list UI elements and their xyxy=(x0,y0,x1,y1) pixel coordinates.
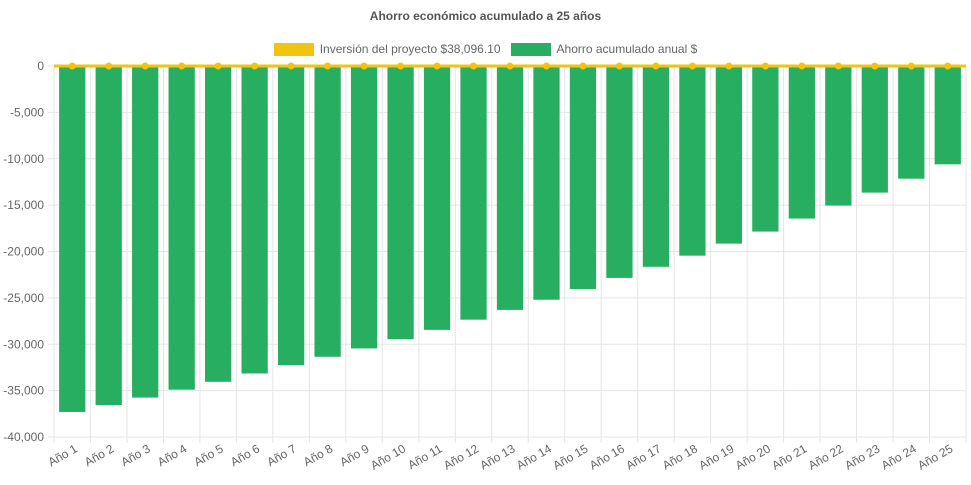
investment-point-8 xyxy=(324,62,332,70)
investment-point-9 xyxy=(360,62,368,70)
legend-swatch-savings xyxy=(510,42,551,56)
x-tick-label: Año 22 xyxy=(806,441,846,472)
x-tick-label: Año 19 xyxy=(696,441,736,472)
investment-point-20 xyxy=(761,62,769,70)
y-tick-label: -25,000 xyxy=(3,291,44,305)
bar-21 xyxy=(788,66,815,219)
bar-7 xyxy=(277,66,305,366)
y-tick-label: -35,000 xyxy=(3,384,44,398)
investment-point-18 xyxy=(688,62,696,70)
y-tick-label: 0 xyxy=(37,59,44,73)
bar-9 xyxy=(350,66,378,349)
legend-swatch-investment xyxy=(273,42,314,56)
y-tick-label: -40,000 xyxy=(3,430,44,444)
x-tick-label: Año 15 xyxy=(551,441,591,472)
investment-point-3 xyxy=(141,62,149,70)
investment-point-17 xyxy=(652,62,660,70)
chart-title: Ahorro económico acumulado a 25 años xyxy=(369,9,602,23)
legend-label-savings: Ahorro acumulado anual $ xyxy=(556,42,698,56)
x-tick-label: Año 1 xyxy=(46,441,80,469)
y-tick-label: -15,000 xyxy=(3,198,44,212)
bar-22 xyxy=(825,66,852,206)
investment-point-7 xyxy=(287,62,295,70)
x-tick-label: Año 12 xyxy=(441,441,481,472)
x-tick-label: Año 11 xyxy=(405,441,444,472)
investment-point-1 xyxy=(68,62,76,70)
bar-14 xyxy=(533,66,560,300)
bar-5 xyxy=(205,66,232,382)
y-tick-label: -20,000 xyxy=(3,245,44,259)
bar-24 xyxy=(898,66,925,179)
investment-point-11 xyxy=(433,62,441,70)
bar-15 xyxy=(569,66,597,290)
bar-11 xyxy=(423,66,451,330)
x-tick-label: Año 21 xyxy=(769,441,809,472)
investment-point-24 xyxy=(907,62,915,70)
bar-10 xyxy=(387,66,414,340)
bar-1 xyxy=(59,66,86,412)
investment-point-14 xyxy=(542,62,550,70)
x-tick-label: Año 10 xyxy=(368,441,408,472)
x-tick-label: Año 23 xyxy=(842,441,882,472)
x-tick-label: Año 16 xyxy=(587,441,627,472)
x-tick-label: Año 20 xyxy=(733,441,773,472)
x-tick-label: Año 25 xyxy=(915,441,955,472)
bar-20 xyxy=(752,66,779,232)
x-tick-label: Año 9 xyxy=(337,441,371,469)
investment-point-19 xyxy=(725,62,733,70)
legend-item-savings[interactable]: Ahorro acumulado anual $ xyxy=(510,42,698,56)
investment-point-6 xyxy=(251,62,259,70)
bar-19 xyxy=(715,66,743,244)
bar-18 xyxy=(679,66,706,256)
x-tick-label: Año 2 xyxy=(82,441,116,469)
y-tick-label: -30,000 xyxy=(3,337,44,351)
x-tick-label: Año 24 xyxy=(879,441,919,472)
investment-point-21 xyxy=(798,62,806,70)
legend-item-investment[interactable]: Inversión del proyecto $38,096.10 xyxy=(273,42,501,56)
x-tick-label: Año 4 xyxy=(155,441,189,469)
x-tick-label: Año 3 xyxy=(119,441,153,469)
x-tick-label: Año 13 xyxy=(478,441,518,472)
x-tick-label: Año 18 xyxy=(660,441,700,472)
x-tick-label: Año 17 xyxy=(623,441,663,472)
x-tick-label: Año 8 xyxy=(301,441,335,469)
bar-12 xyxy=(460,66,487,320)
x-tick-label: Año 7 xyxy=(264,441,298,469)
investment-point-12 xyxy=(470,62,478,70)
bar-17 xyxy=(642,66,670,267)
investment-point-22 xyxy=(834,62,842,70)
bar-16 xyxy=(606,66,633,278)
x-tick-label: Año 14 xyxy=(514,441,554,472)
investment-point-10 xyxy=(397,62,405,70)
x-tick-label: Año 6 xyxy=(228,441,262,469)
investment-point-4 xyxy=(178,62,186,70)
investment-point-25 xyxy=(944,62,952,70)
y-tick-label: -5,000 xyxy=(10,105,44,119)
investment-point-13 xyxy=(506,62,514,70)
x-tick-label: Año 5 xyxy=(192,441,226,469)
investment-point-2 xyxy=(105,62,113,70)
bar-2 xyxy=(95,66,122,406)
bar-8 xyxy=(314,66,341,357)
legend-label-investment: Inversión del proyecto $38,096.10 xyxy=(319,42,501,56)
legend: Inversión del proyecto $38,096.10 Ahorro… xyxy=(0,42,971,56)
investment-point-16 xyxy=(615,62,623,70)
bar-13 xyxy=(496,66,524,310)
y-tick-label: -10,000 xyxy=(3,152,44,166)
bar-4 xyxy=(168,66,195,390)
investment-point-23 xyxy=(871,62,879,70)
bar-6 xyxy=(241,66,268,374)
investment-point-15 xyxy=(579,62,587,70)
investment-point-5 xyxy=(214,62,222,70)
bar-3 xyxy=(132,66,159,398)
bar-25 xyxy=(934,66,961,165)
bar-23 xyxy=(861,66,888,193)
